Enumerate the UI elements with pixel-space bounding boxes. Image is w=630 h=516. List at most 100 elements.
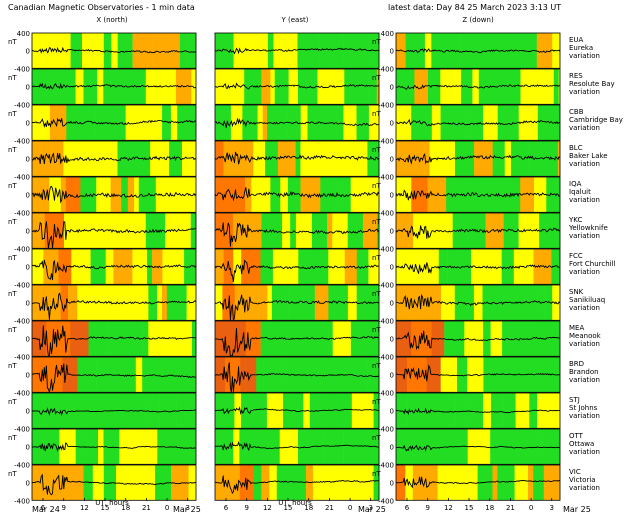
activity-band (47, 285, 61, 321)
y-tick-bottom: -400 (378, 461, 394, 469)
panel-eua-x (31, 32, 197, 69)
y-tick-bottom: -400 (14, 353, 30, 361)
panel-frame (31, 68, 197, 105)
activity-band (318, 213, 328, 249)
y-tick-bottom: -400 (378, 425, 394, 433)
panel-frame (395, 176, 561, 213)
y-tick-zero: 0 (26, 408, 30, 416)
activity-band (265, 141, 279, 177)
panel-frame (395, 356, 561, 393)
station-name-blc: Baker Lake (569, 152, 608, 160)
x-tick-label: 15 (284, 504, 293, 512)
station-name-ykc: Yellowknife (568, 224, 608, 232)
y-tick-zero: 0 (26, 372, 30, 380)
y-tick-zero: 0 (390, 156, 394, 164)
activity-band (87, 141, 105, 177)
activity-band (532, 69, 546, 105)
activity-band (396, 429, 410, 465)
activity-band (251, 177, 271, 213)
station-name-eua: Eureka (569, 44, 593, 52)
activity-band (234, 393, 242, 429)
trace-brd-z (395, 364, 561, 382)
date-right-1: Mar 25 (173, 505, 201, 514)
y-tick-zero: 0 (390, 408, 394, 416)
y-unit-label: nT (8, 362, 17, 370)
activity-band (371, 321, 380, 357)
activity-band (291, 249, 299, 285)
activity-band (32, 357, 44, 393)
y-tick-zero: 0 (390, 192, 394, 200)
y-tick-zero: 0 (390, 228, 394, 236)
panel-frame (31, 392, 197, 429)
activity-band (434, 249, 440, 285)
panel-frame (31, 356, 197, 393)
y-tick-bottom: -400 (378, 137, 394, 145)
station-suffix: variation (569, 412, 600, 420)
activity-band (471, 249, 489, 285)
activity-band (193, 285, 197, 321)
panel-fcc-z (395, 248, 561, 285)
activity-band (545, 285, 553, 321)
activity-band (514, 429, 524, 465)
activity-band (111, 357, 132, 393)
panel-stj-x (31, 392, 197, 429)
y-tick-zero: 0 (26, 336, 30, 344)
activity-band (503, 213, 519, 249)
y-tick-bottom: -400 (14, 65, 30, 73)
trace-fcc-y (214, 259, 379, 283)
chart-title: Canadian Magnetic Observatories - 1 min … (8, 3, 195, 12)
trace-ott-y (214, 441, 380, 452)
activity-band (349, 357, 368, 393)
activity-band (287, 177, 301, 213)
activity-band (155, 177, 173, 213)
panel-frame (31, 428, 197, 465)
panel-frame (31, 248, 197, 285)
trace-snk-x (31, 292, 197, 320)
station-suffix: variation (569, 196, 600, 204)
activity-band (311, 213, 319, 249)
activity-band (115, 321, 125, 357)
activity-band (229, 321, 247, 357)
station-suffix: variation (569, 340, 600, 348)
activity-band (58, 249, 72, 285)
activity-band (457, 357, 468, 393)
activity-band (396, 249, 415, 285)
activity-band (258, 429, 269, 465)
activity-band (122, 465, 141, 501)
activity-band (429, 393, 444, 429)
station-code-cbb: CBB (569, 108, 584, 116)
activity-band (511, 105, 519, 141)
activity-band (528, 285, 538, 321)
panel-frame (395, 392, 561, 429)
y-unit-label: nT (372, 38, 381, 46)
activity-band (32, 285, 49, 321)
y-unit-label: nT (372, 398, 381, 406)
activity-band (460, 213, 472, 249)
activity-band (124, 321, 143, 357)
panel-frame (31, 212, 197, 249)
panel-blc-x (31, 140, 197, 177)
y-tick-zero: 0 (26, 228, 30, 236)
activity-band (525, 321, 537, 357)
activity-band (352, 465, 364, 501)
activity-band (328, 249, 338, 285)
activity-band (405, 321, 412, 357)
panel-mea-z (395, 320, 561, 357)
trace-ykc-x (31, 221, 197, 249)
station-code-stj: STJ (569, 396, 580, 404)
panel-mea-x (31, 320, 197, 357)
y-unit-label: nT (8, 74, 17, 82)
trace-vic-y (215, 475, 380, 495)
activity-band (177, 105, 197, 141)
activity-band (482, 429, 491, 465)
activity-band (32, 393, 44, 429)
y-tick-zero: 0 (26, 120, 30, 128)
panel-brd-x (31, 356, 197, 393)
trace-brd-y (214, 362, 380, 393)
panel-frame (214, 140, 380, 177)
activity-band (215, 33, 234, 69)
activity-band (536, 33, 553, 69)
station-name-snk: Sanikiluaq (569, 296, 605, 304)
activity-band (330, 177, 342, 213)
activity-band (543, 465, 561, 501)
